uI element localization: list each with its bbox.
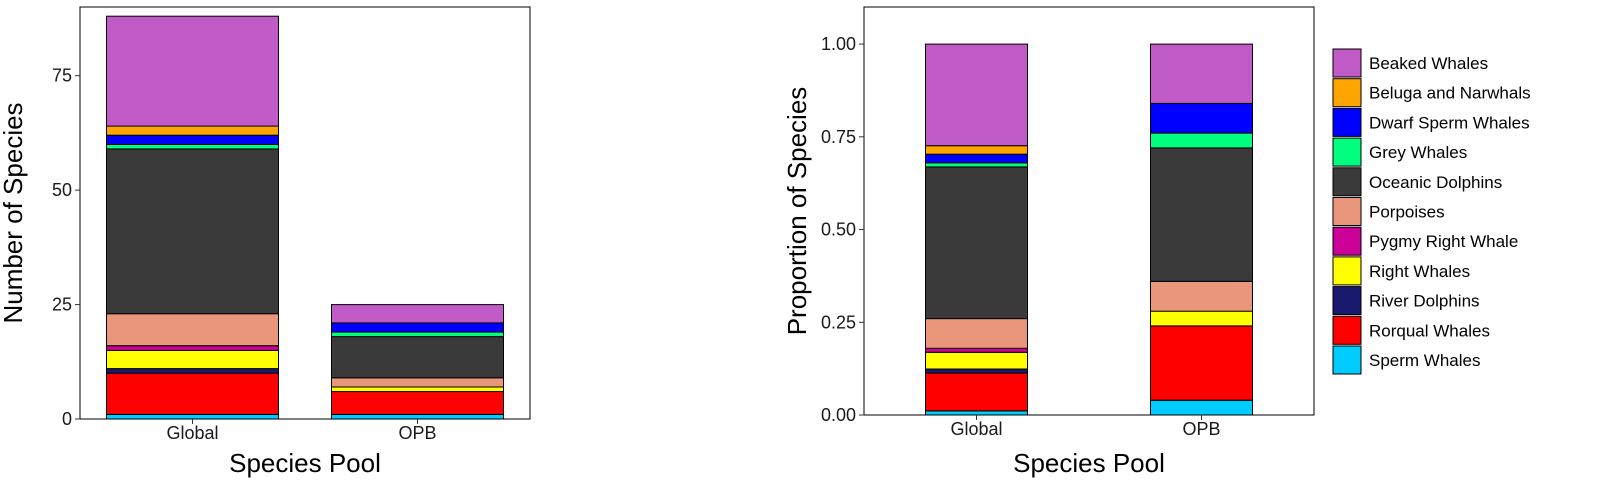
bar-segment xyxy=(1150,102,1253,134)
legend-swatch xyxy=(1332,256,1362,286)
bar-segment xyxy=(925,43,1028,147)
bar-segment xyxy=(1150,310,1253,327)
proportion-x-axis: Global OPB xyxy=(950,415,1221,439)
legend-swatch xyxy=(1332,137,1362,167)
proportion-chart: 0.00 0.25 0.50 0.75 1.00 Global OPB Species P… xyxy=(782,6,1315,478)
y-tick-label: 25 xyxy=(52,295,72,315)
legend-label: Grey Whales xyxy=(1369,143,1467,162)
legend-label: Pygmy Right Whale xyxy=(1369,232,1518,251)
bar-segment xyxy=(1150,43,1253,104)
bar-segment xyxy=(106,372,279,415)
bar-segment xyxy=(925,145,1028,155)
bar-segment xyxy=(1150,147,1253,282)
proportion-y-axis-title: Proportion of Species xyxy=(782,87,812,336)
bar-segment xyxy=(925,162,1028,168)
y-tick-label: 0 xyxy=(62,409,72,429)
bar-segment xyxy=(106,349,279,370)
bar-segment xyxy=(331,413,504,420)
proportion-x-axis-title: Species Pool xyxy=(1013,448,1165,478)
proportion-bars xyxy=(925,43,1253,416)
bar-segment xyxy=(106,368,279,374)
bar-segment xyxy=(106,143,279,150)
legend-label: Porpoises xyxy=(1369,203,1445,222)
x-tick-label: Global xyxy=(950,419,1002,439)
x-tick-label: Global xyxy=(166,423,218,443)
bar-segment xyxy=(925,153,1028,164)
bar-segment xyxy=(106,15,279,127)
legend-swatch xyxy=(1332,345,1362,375)
count-x-axis: Global OPB xyxy=(166,419,437,443)
legend-swatch xyxy=(1332,315,1362,345)
count-y-axis: 0 25 50 75 xyxy=(52,66,80,429)
bar-segment xyxy=(106,313,279,347)
bar-segment xyxy=(106,148,279,315)
legend-label: River Dolphins xyxy=(1369,292,1480,311)
bar-segment xyxy=(331,304,504,324)
x-tick-label: OPB xyxy=(398,423,436,443)
bar-segment xyxy=(1150,325,1253,401)
count-bars xyxy=(106,15,504,420)
bar-segment xyxy=(925,372,1028,412)
bar-segment xyxy=(331,322,504,333)
bar-segment xyxy=(331,336,504,379)
bar-segment xyxy=(925,347,1028,353)
bar-segment xyxy=(106,134,279,145)
bar-segment xyxy=(1150,132,1253,149)
y-tick-label: 75 xyxy=(52,66,72,86)
bar-segment xyxy=(331,377,504,388)
legend-swatch xyxy=(1332,78,1362,108)
legend-swatch xyxy=(1332,286,1362,316)
count-y-axis-title: Number of Species xyxy=(0,102,28,323)
y-tick-label: 0.50 xyxy=(821,220,856,240)
legend-label: Right Whales xyxy=(1369,262,1470,281)
bar-segment xyxy=(331,386,504,393)
bar-segment xyxy=(925,351,1028,370)
bar-segment xyxy=(331,391,504,415)
bar-segment xyxy=(331,331,504,338)
legend-swatch xyxy=(1332,107,1362,137)
legend-label: Oceanic Dolphins xyxy=(1369,173,1502,192)
bar-segment xyxy=(925,410,1028,416)
legend-swatch xyxy=(1332,167,1362,197)
proportion-y-axis: 0.00 0.25 0.50 0.75 1.00 xyxy=(821,34,864,425)
legend-label: Dwarf Sperm Whales xyxy=(1369,113,1530,132)
legend-swatch xyxy=(1332,197,1362,226)
bar-segment xyxy=(106,345,279,351)
y-tick-label: 0.75 xyxy=(821,127,856,147)
legend-swatch xyxy=(1332,48,1362,78)
bar-segment xyxy=(925,368,1028,374)
bar-segment xyxy=(925,166,1028,320)
bar-segment xyxy=(106,125,279,136)
bar-segment xyxy=(106,413,279,420)
legend-label: Beaked Whales xyxy=(1369,54,1488,73)
count-chart: 0 25 50 75 Global OPB Species Pool Number of… xyxy=(0,6,531,478)
x-tick-label: OPB xyxy=(1182,419,1220,439)
bar-segment xyxy=(925,318,1028,349)
y-tick-label: 0.00 xyxy=(821,405,856,425)
legend-label: Beluga and Narwhals xyxy=(1369,84,1531,103)
bar-segment xyxy=(1150,281,1253,312)
legend: Beaked Whales Beluga and Narwhals Dwarf Sp… xyxy=(1332,48,1531,375)
legend-label: Rorqual Whales xyxy=(1369,321,1490,340)
y-tick-label: 0.25 xyxy=(821,312,856,332)
legend-label: Sperm Whales xyxy=(1369,351,1480,370)
count-x-axis-title: Species Pool xyxy=(229,448,381,478)
y-tick-label: 50 xyxy=(52,180,72,200)
legend-swatch xyxy=(1332,226,1362,256)
y-tick-label: 1.00 xyxy=(821,34,856,54)
bar-segment xyxy=(1150,399,1253,416)
